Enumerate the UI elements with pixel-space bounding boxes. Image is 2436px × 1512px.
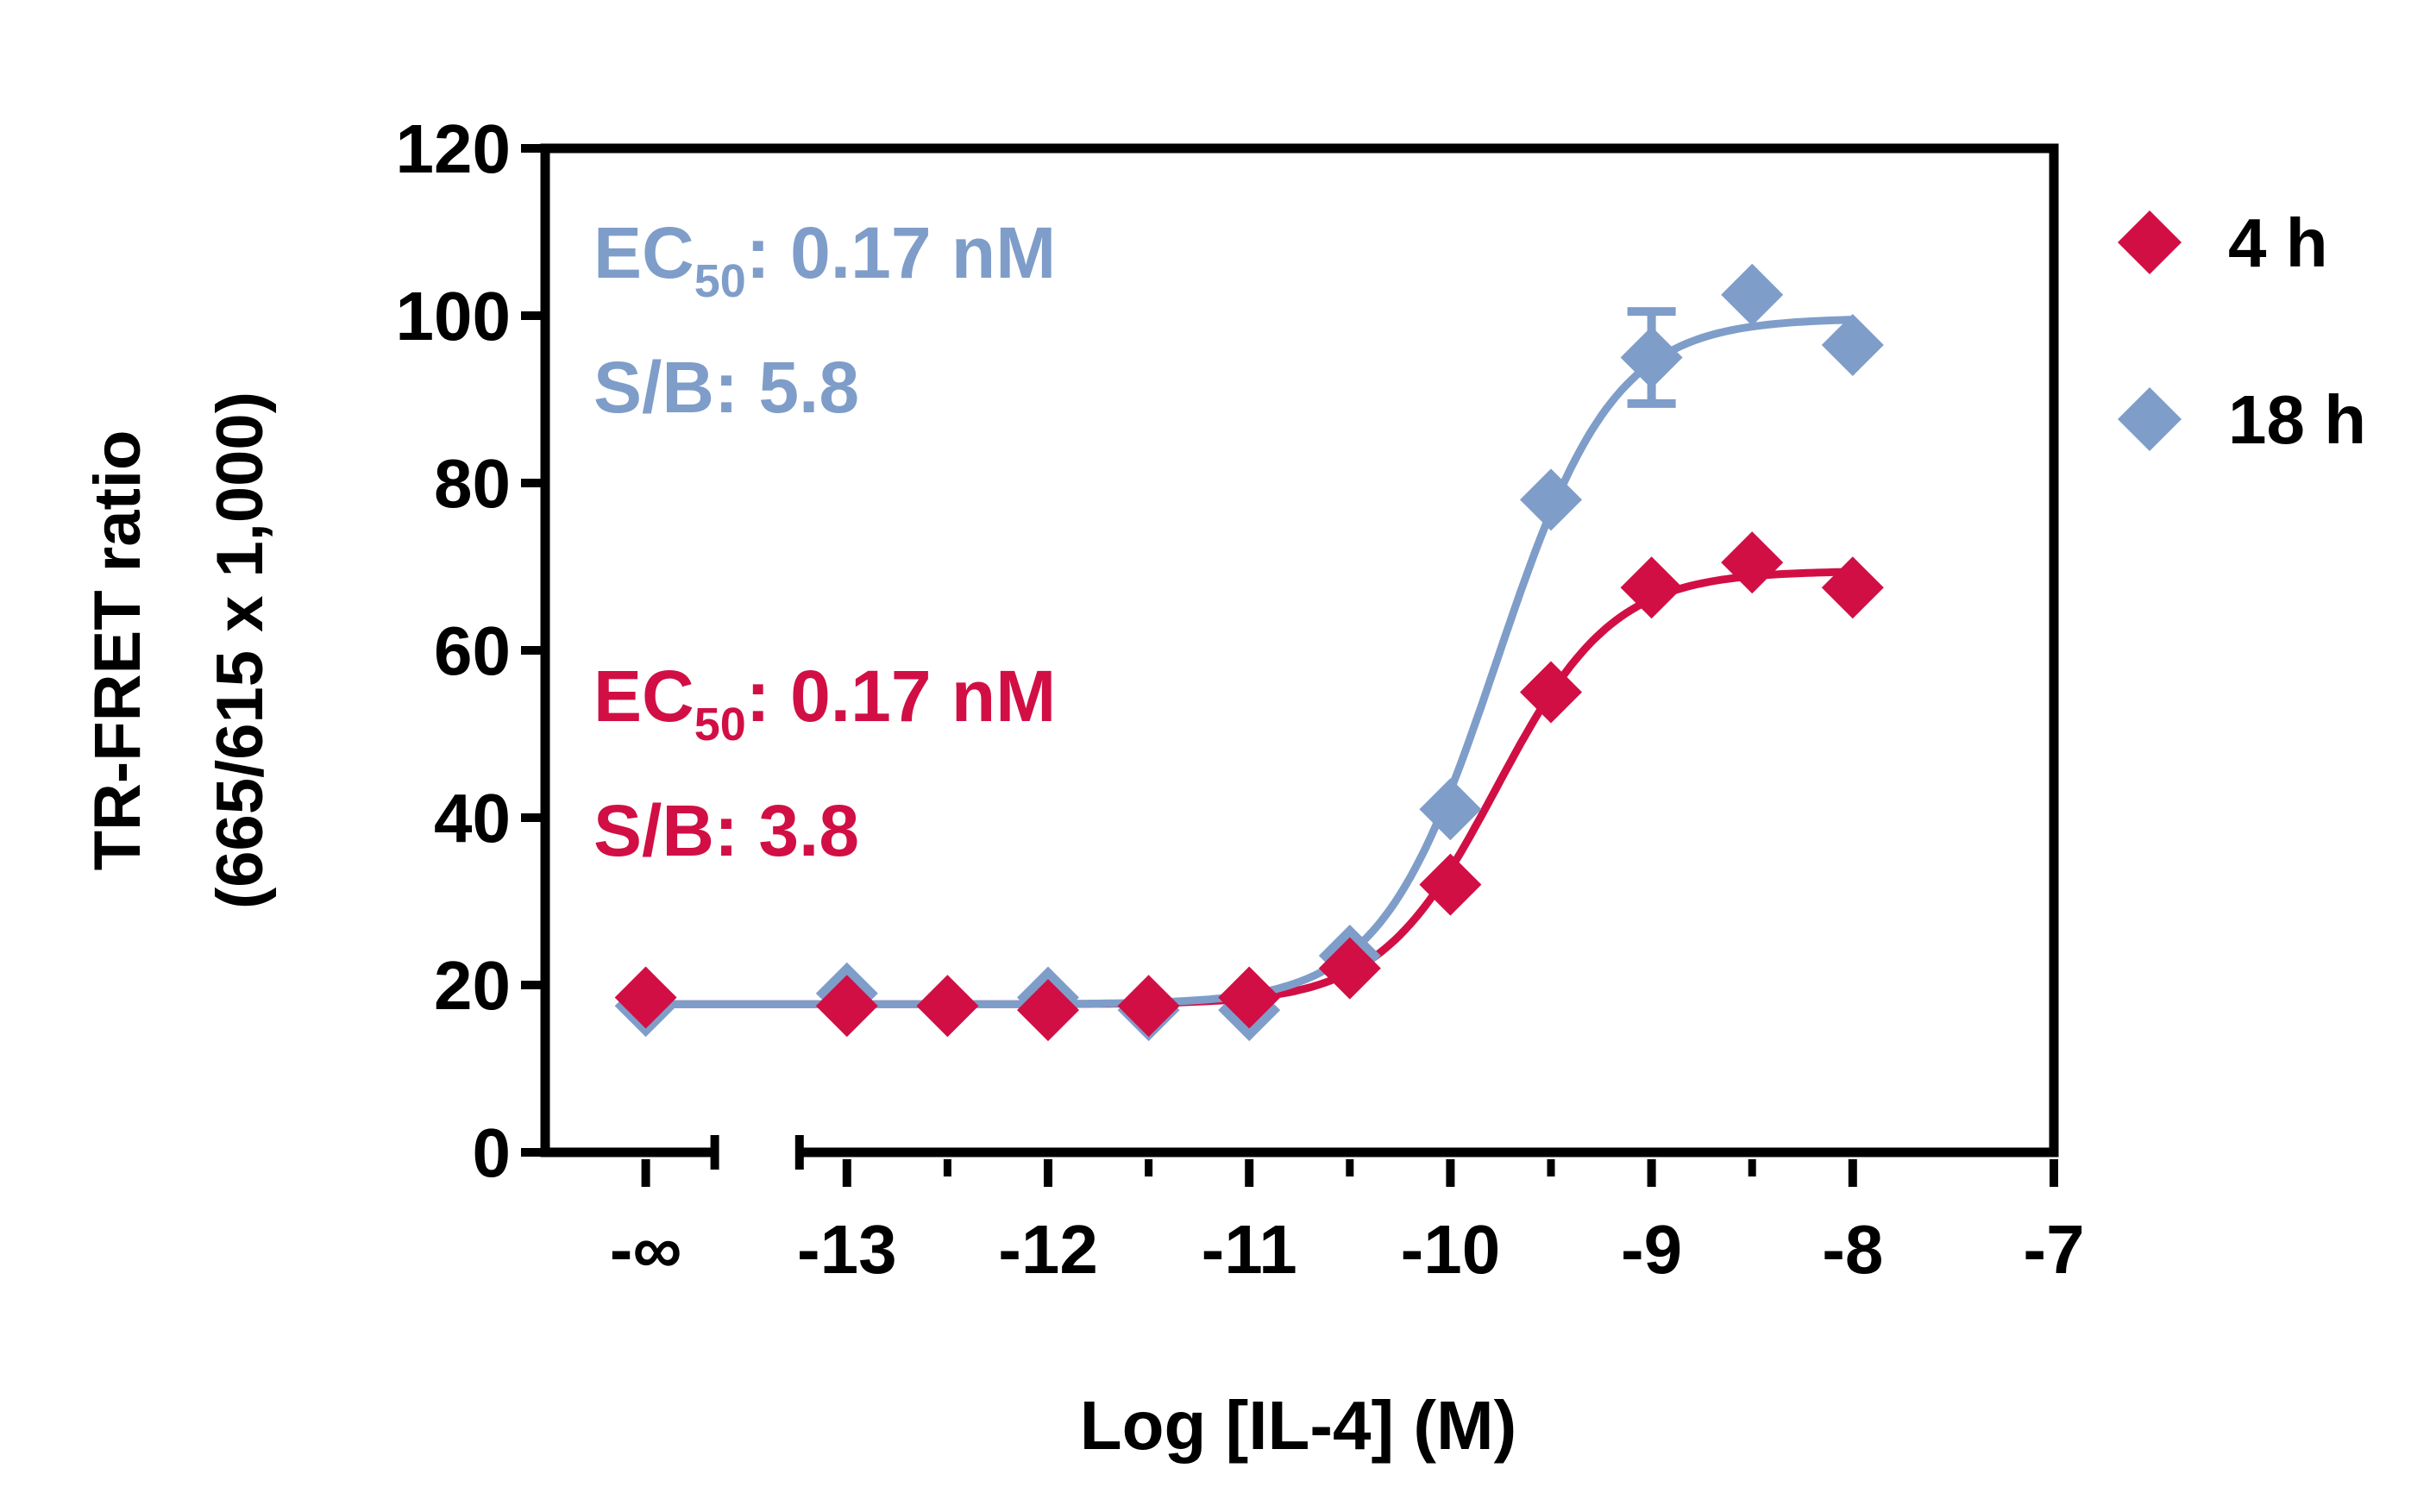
y-tick-label: 120 (396, 110, 511, 187)
data-point-4h (1117, 975, 1180, 1038)
x-tick-label: -8 (1822, 1211, 1883, 1288)
x-axis-ticks: -∞ -13 -12 -11 -10 -9 -8 -7 (610, 1135, 2085, 1288)
data-point-4h (1218, 966, 1281, 1029)
x-tick-label: -12 (998, 1211, 1098, 1288)
x-tick-label: -9 (1621, 1211, 1682, 1288)
y-axis-label-line1: TR-FRET ratio (81, 430, 154, 871)
data-point-18h (1620, 326, 1683, 389)
data-point-4h (614, 966, 677, 1029)
x-axis-label: Log [IL-4] (M) (1080, 1387, 1516, 1464)
legend-marker-18h (2118, 387, 2182, 451)
data-point-4h (1318, 937, 1381, 1000)
legend-label-4h: 4 h (2228, 204, 2328, 281)
x-tick-label: -∞ (610, 1211, 682, 1288)
ec50-label-4h: EC50: 0.17 nM (593, 656, 1056, 750)
legend-label-18h: 18 h (2228, 381, 2366, 458)
y-tick-label: 100 (396, 278, 511, 354)
data-point-18h (1520, 468, 1582, 531)
data-point-4h (1017, 979, 1079, 1042)
legend-item-18h: 18 h (2118, 381, 2366, 458)
x-tick-label: -10 (1401, 1211, 1501, 1288)
x-tick-label: -11 (1202, 1211, 1297, 1288)
legend: 4 h 18 h (2118, 204, 2366, 458)
data-point-18h (1419, 778, 1482, 841)
y-tick-label: 0 (473, 1114, 512, 1191)
y-tick-label: 80 (434, 445, 511, 522)
legend-item-4h: 4 h (2118, 204, 2328, 281)
y-tick-label: 60 (434, 612, 511, 689)
y-axis-ticks: 0 20 40 60 80 100 120 (396, 110, 545, 1191)
legend-marker-4h (2118, 210, 2182, 274)
data-points (614, 263, 1884, 1042)
data-point-18h (1721, 263, 1784, 326)
x-tick-label: -7 (2023, 1211, 2084, 1288)
data-point-4h (1821, 556, 1884, 619)
data-point-4h (1721, 531, 1784, 594)
data-point-4h (1419, 853, 1482, 916)
data-point-18h (1821, 313, 1884, 376)
annotation-4h: EC50: 0.17 nM S/B: 3.8 (593, 656, 1056, 871)
annotation-18h: EC50: 0.17 nM S/B: 5.8 (593, 212, 1056, 428)
axis-break-gap (714, 1144, 800, 1161)
fit-curve-4h (645, 568, 1853, 1008)
y-tick-label: 20 (434, 947, 511, 1024)
data-point-4h (815, 975, 878, 1038)
ec50-label-18h: EC50: 0.17 nM (593, 212, 1056, 307)
data-point-4h (916, 975, 979, 1038)
sb-label-18h: S/B: 5.8 (593, 347, 859, 428)
sb-label-4h: S/B: 3.8 (593, 790, 859, 871)
data-point-4h (1620, 556, 1683, 619)
data-point-4h (1520, 661, 1582, 724)
y-axis-label-line2: (665/615 x 1,000) (204, 392, 277, 909)
x-tick-label: -13 (797, 1211, 897, 1288)
y-tick-label: 40 (434, 780, 511, 856)
